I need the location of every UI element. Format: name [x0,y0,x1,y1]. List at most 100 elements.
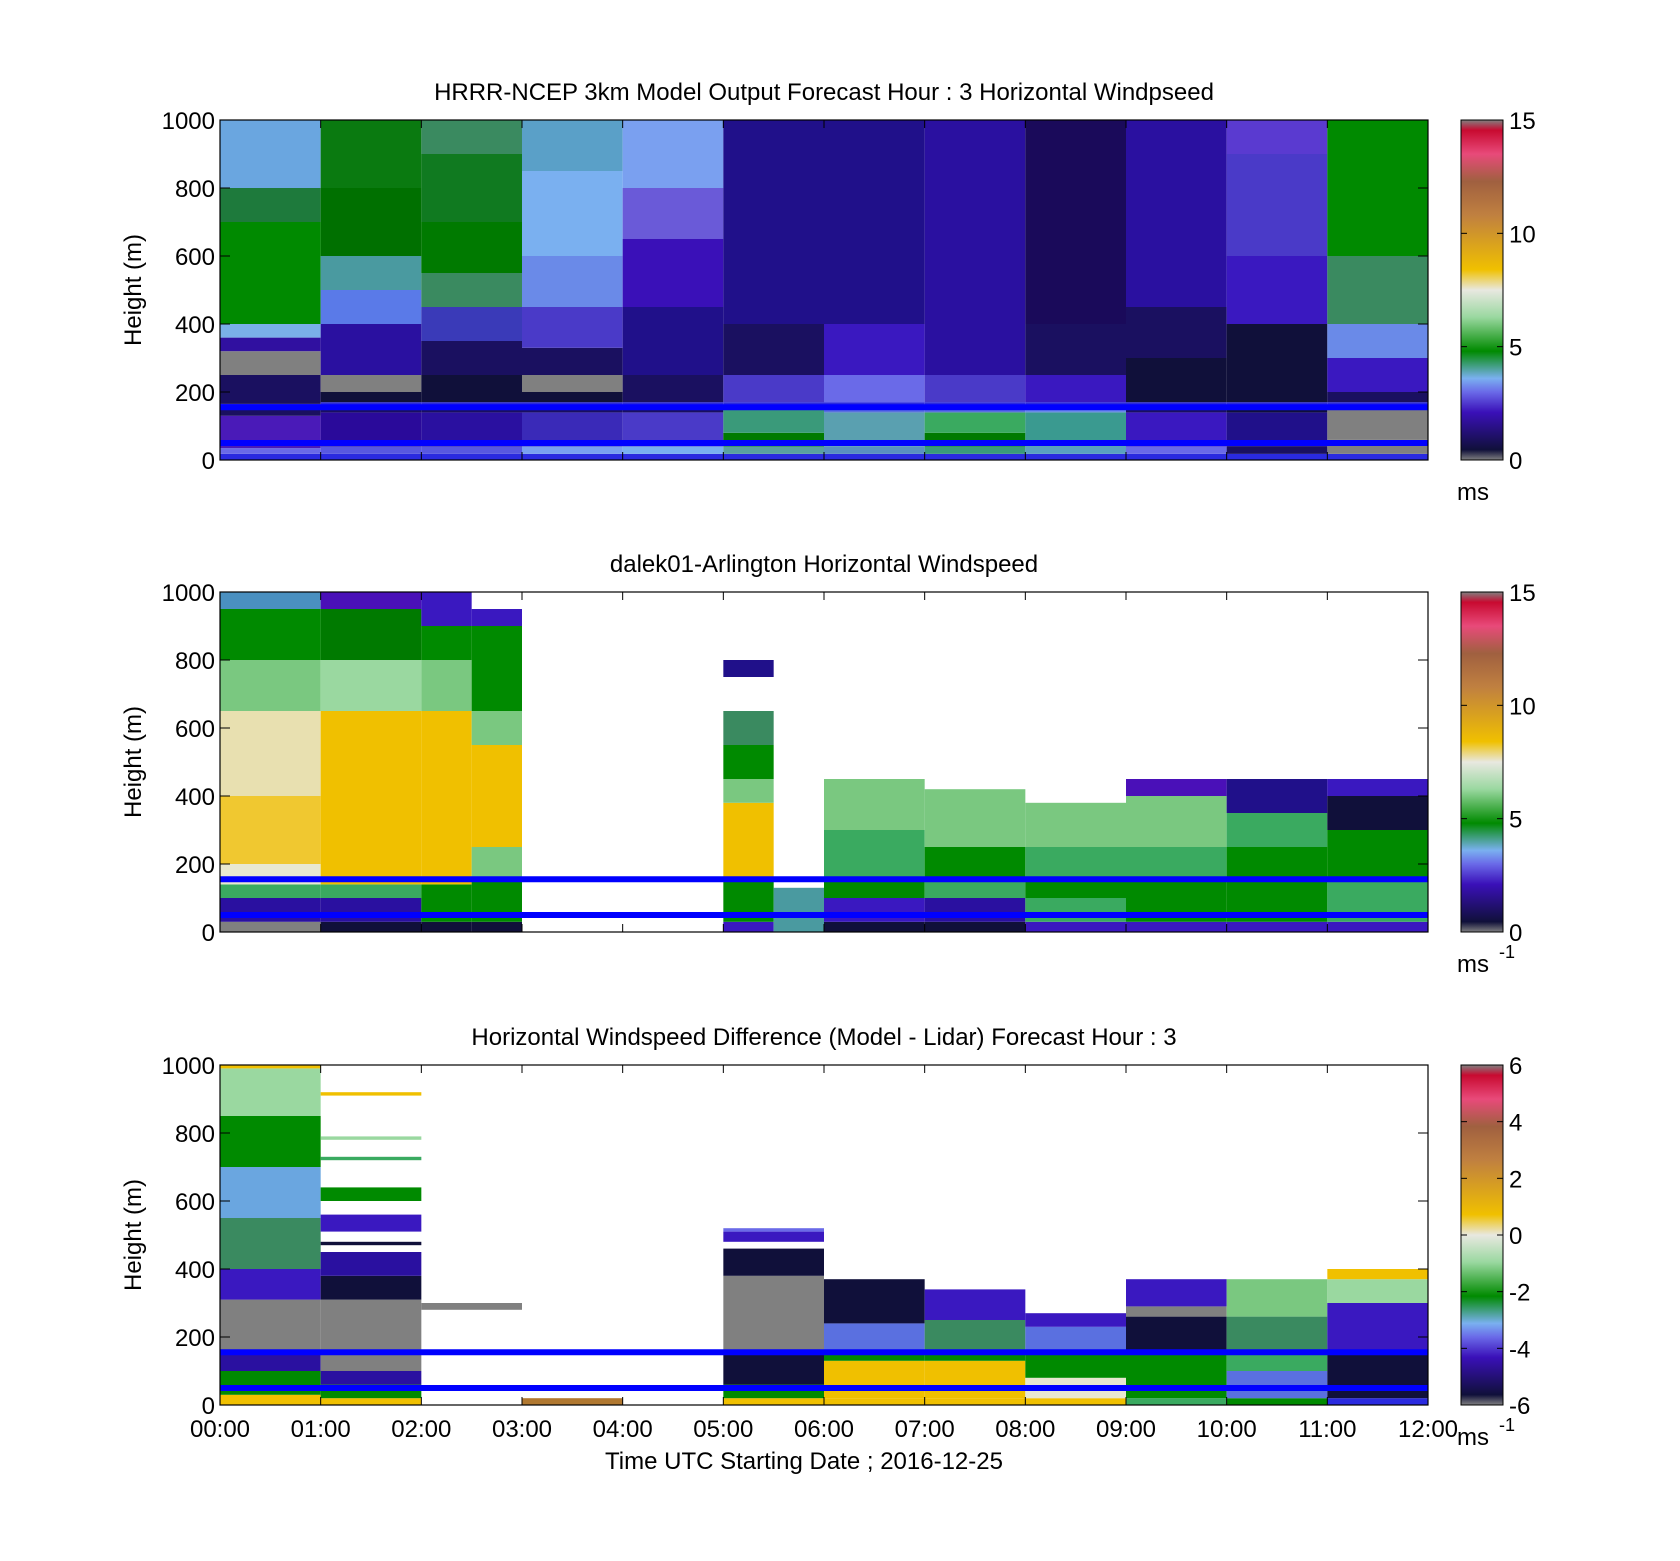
cell-11-8 [1327,256,1428,324]
cell-1-7 [320,1241,422,1246]
colorbar-tick-label: 10 [1509,693,1536,720]
cell-5-6 [723,375,824,403]
cell-2-5 [421,375,522,403]
colorbar-unit-exponent: -1 [1499,1415,1515,1435]
cell-0-3 [220,1299,321,1353]
cell-3-9 [522,256,623,307]
cell-10-0 [1226,921,1328,932]
cell-0-0 [220,1394,321,1405]
profile-column-7 [924,789,1026,932]
x-tick-label: 12:00 [1398,1416,1458,1443]
cell-1-4 [320,711,422,847]
cell-6-4 [824,779,925,830]
cell-3-1 [522,446,623,454]
colorbar-tick-label: 2 [1509,1166,1522,1193]
colorbar-tick-label: 15 [1509,580,1536,607]
cell-8-1 [1025,446,1126,454]
colorbar-gradient [1460,591,1504,933]
cell-0-10 [220,188,321,222]
cell-7-3 [924,1320,1026,1353]
y-tick-label: 200 [175,852,215,879]
cell-0-5 [220,375,321,404]
cell-2-9 [421,222,522,273]
panel-3: 0 200 400 600 800 1000 00:00 01:00 02:00 03:00 04:… [120,1024,1530,1475]
cell-11-0 [1327,921,1428,932]
cell-7-1 [924,446,1026,454]
cell-0-6 [220,660,321,711]
y-tick-label: 1000 [162,1053,215,1080]
cell-2.5-6 [471,609,522,626]
y-tick-label: 0 [202,920,215,947]
cell-6-2 [824,881,925,898]
y-tick-label: 1000 [162,108,215,135]
cell-1-8 [320,290,422,324]
profile-column-8 [1025,1313,1126,1405]
y-tick-label: 0 [202,448,215,475]
cell-6-5 [824,375,925,403]
colorbar-unit-exponent: -1 [1499,942,1515,962]
cell-7-0 [924,1398,1026,1405]
colorbar-unit: ms [1457,1424,1489,1451]
cell-7-0 [924,921,1026,932]
cell-1-2 [320,1371,422,1385]
profile-column-0 [220,120,321,460]
cell-9-3 [1126,796,1227,847]
cell-2-2 [421,762,472,885]
cell-1-1 [320,898,422,922]
profile-column-6 [824,1279,925,1405]
cell-1-10 [320,188,422,256]
y-tick-label: 200 [175,380,215,407]
cell-0-6 [220,1167,321,1218]
colorbar: -6 -4 -2 0 2 4 6 ms -1 [1457,1053,1530,1451]
cell-0-0 [220,453,321,460]
cell-1-5 [320,392,422,403]
profile-column-6 [824,779,925,932]
cell-5-4 [723,745,774,779]
x-tick-label: 05:00 [693,1416,753,1443]
cell-10-1 [1226,1371,1328,1399]
cell-1-7 [320,592,422,609]
x-tick-label: 00:00 [190,1416,250,1443]
x-tick-label: 10:00 [1197,1416,1257,1443]
cell-10-1 [1226,446,1328,454]
cell-0-1 [220,1371,321,1395]
cell-5-3 [723,1275,824,1353]
cell-7-3 [924,847,1026,881]
cell-1-8 [320,1214,422,1232]
cell-10-6 [1226,256,1328,324]
cell-5-1 [723,446,824,454]
cell-0-8 [220,324,321,338]
colorbar-tick-label: 0 [1509,1223,1522,1250]
cell-9-6 [1126,307,1227,358]
cell-2.5-2 [471,847,522,881]
cell-9-7 [1126,120,1227,307]
cell-5-0 [723,453,824,460]
cell-4-9 [622,120,724,188]
profile-column-2 [421,592,472,932]
cell-1-1 [320,446,422,454]
cell-4-5 [622,375,724,403]
cell-8-3 [1025,847,1126,881]
cell-3-10 [522,171,623,256]
profile-column-0 [220,592,321,932]
x-tick-label: 08:00 [995,1416,1055,1443]
cell-5-3 [723,409,824,433]
cell-0-4 [220,796,321,864]
x-axis-label: Time UTC Starting Date ; 2016-12-25 [605,1448,1003,1475]
cell-3-0 [522,453,623,460]
cell-2-4 [421,660,472,711]
cell-0-11 [220,120,321,188]
cell-1-9 [320,1187,422,1201]
panel-1: 0 200 400 600 800 1000 HRRR-NCEP 3km Model Out… [120,79,1536,506]
cell-9-4 [1126,1279,1227,1307]
colorbar-tick-label: -2 [1509,1280,1530,1307]
cell-10-4 [1226,779,1328,813]
cell-6-1 [824,1360,925,1399]
colorbar-tick-label: 5 [1509,807,1522,834]
cell-2.5-3 [471,745,522,847]
colorbar-tick-label: -6 [1509,1393,1530,1420]
cell-11-7 [1327,324,1428,358]
cell-8-7 [1025,120,1126,324]
cell-3-11 [522,120,623,171]
x-tick-label: 01:00 [291,1416,351,1443]
